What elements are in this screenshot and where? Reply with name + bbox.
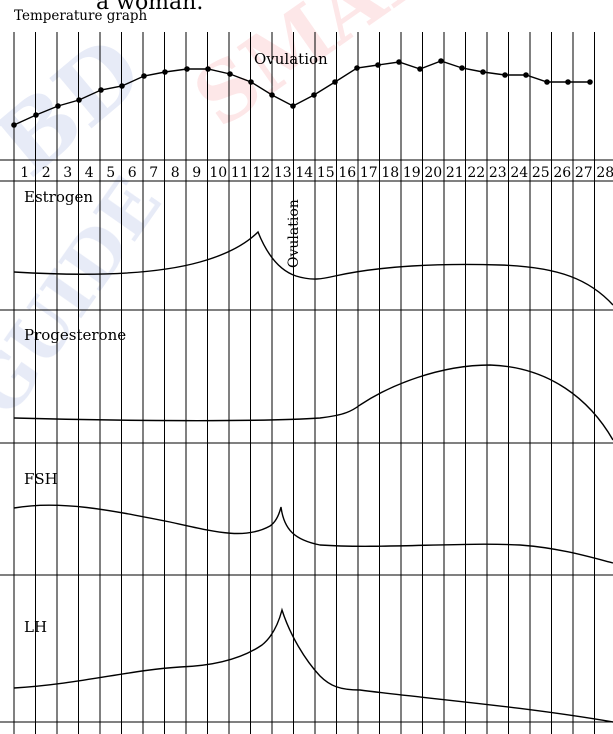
temperature-point [480, 69, 486, 75]
estrogen-curve [13, 230, 613, 306]
day-label: 16 [338, 165, 356, 181]
day-label: 18 [381, 165, 399, 181]
temperature-point [184, 66, 190, 72]
temperature-point [565, 79, 571, 85]
ovulation-label-vertical: Ovulation [286, 199, 302, 268]
day-label: 24 [510, 165, 528, 181]
day-label: 11 [231, 165, 249, 181]
progesterone-label: Progesterone [24, 326, 126, 344]
day-label: 10 [209, 165, 227, 181]
progesterone-curve [13, 364, 613, 441]
temperature-line [13, 60, 590, 126]
temperature-point [227, 71, 233, 77]
temperature-point [269, 92, 275, 98]
lh-curve [13, 607, 613, 723]
temperature-point [438, 58, 444, 64]
day-label: 26 [553, 165, 571, 181]
temperature-point [162, 69, 168, 75]
day-label: 20 [424, 165, 442, 181]
day-label: 19 [403, 165, 421, 181]
temperature-point [354, 65, 360, 71]
temperature-point [248, 79, 254, 85]
temperature-point [544, 79, 550, 85]
day-label: 7 [149, 165, 158, 181]
cut-caption: a woman. [96, 0, 203, 15]
temperature-point [502, 72, 508, 78]
day-labels: 1 2 3 4 5 6 7 8 9 10 11 12 13 14 15 16 17 18 19 20 21 22 23 24 2… [20, 165, 613, 181]
temperature-point [119, 83, 125, 89]
hormone-curves [13, 230, 613, 723]
day-label: 27 [575, 165, 593, 181]
fsh-label: FSH [24, 470, 58, 488]
day-label: 28 [596, 165, 613, 181]
temperature-point [375, 62, 381, 68]
temperature-point [523, 72, 529, 78]
day-label: 5 [106, 165, 115, 181]
estrogen-label: Estrogen [24, 188, 93, 206]
day-label: 1 [20, 165, 29, 181]
temperature-point [396, 59, 402, 65]
day-label: 21 [446, 165, 464, 181]
watermark: BD SMART GUIDE [0, 0, 504, 430]
day-label: 4 [85, 165, 94, 181]
day-label: 25 [532, 165, 550, 181]
day-label: 17 [360, 165, 378, 181]
temperature-point [33, 112, 39, 118]
fsh-curve [13, 504, 613, 564]
temperature-point [98, 87, 104, 93]
day-label: 22 [467, 165, 485, 181]
day-label: 8 [171, 165, 180, 181]
temperature-point [332, 79, 338, 85]
day-label: 12 [252, 165, 270, 181]
day-label: 14 [295, 165, 313, 181]
temperature-point [11, 122, 17, 128]
day-label: 15 [317, 165, 335, 181]
temperature-point [76, 97, 82, 103]
temperature-point [417, 66, 423, 72]
day-label: 23 [489, 165, 507, 181]
lh-label: LH [24, 618, 47, 636]
temperature-point [311, 92, 317, 98]
temperature-curve [11, 58, 593, 128]
temperature-point [587, 79, 593, 85]
day-grid [13, 32, 595, 734]
day-label: 3 [63, 165, 72, 181]
day-label: 2 [42, 165, 51, 181]
day-label: 6 [128, 165, 137, 181]
ovulation-label-temp: Ovulation [254, 50, 328, 68]
temperature-point [55, 103, 61, 109]
temperature-point [205, 66, 211, 72]
panel-separators [0, 159, 613, 723]
day-label: 9 [192, 165, 201, 181]
chart-title: Temperature graph [14, 8, 148, 24]
temperature-point [290, 103, 296, 109]
temperature-point [141, 73, 147, 79]
day-label: 13 [274, 165, 292, 181]
temperature-point [459, 65, 465, 71]
